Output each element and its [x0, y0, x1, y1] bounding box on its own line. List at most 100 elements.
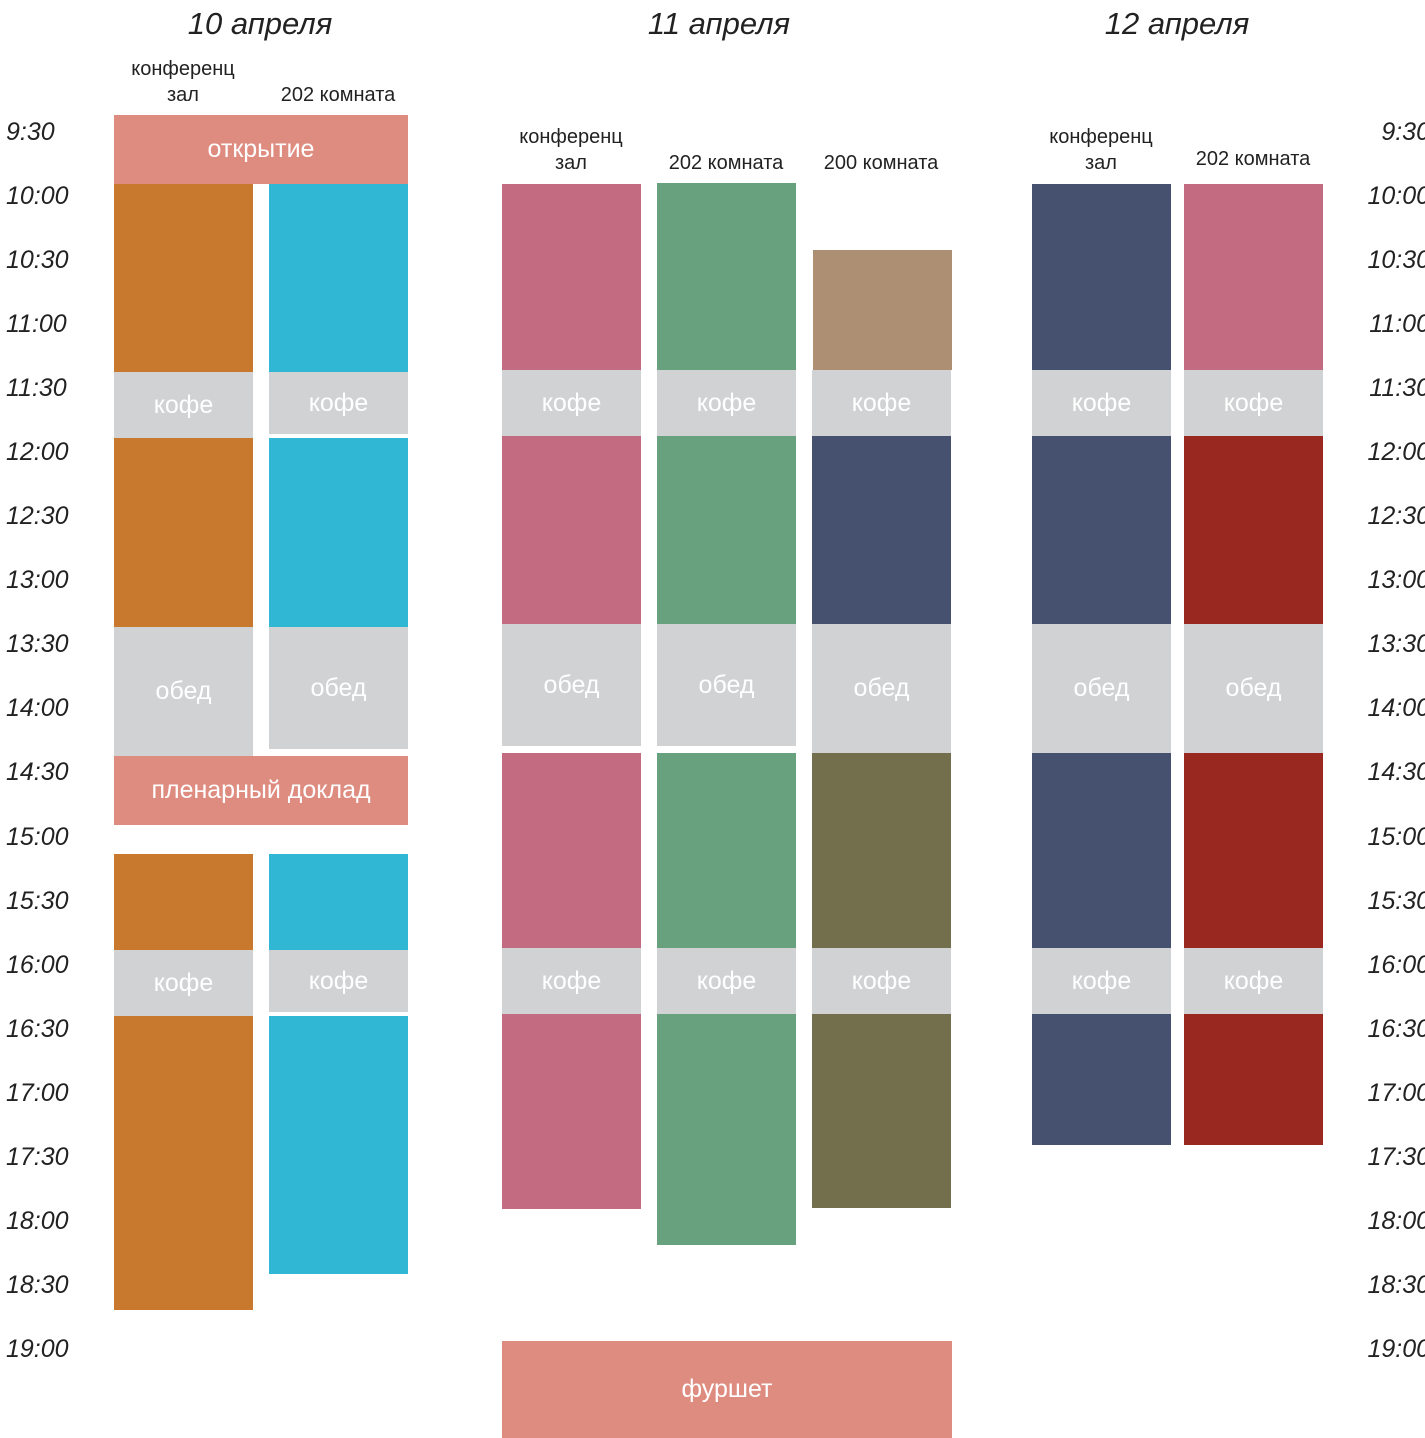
time-label-left: 10:30 — [6, 246, 69, 274]
coffee-break: кофе — [269, 950, 408, 1012]
coffee-break: кофе — [812, 948, 951, 1014]
time-label-right: 18:00 — [1367, 1207, 1425, 1235]
time-label-right: 12:30 — [1367, 502, 1425, 530]
session-block — [657, 753, 796, 948]
session-block — [114, 854, 253, 950]
session-block — [502, 753, 641, 948]
room-header-200-day2: 200 комната — [823, 152, 939, 174]
session-block — [502, 436, 641, 624]
time-label-right: 13:30 — [1367, 630, 1425, 658]
room-header-conf-hall-day2: конференц зал — [519, 126, 623, 174]
coffee-break: кофе — [114, 372, 253, 438]
session-block — [657, 436, 796, 624]
coffee-break: кофе — [502, 370, 641, 436]
coffee-break: кофе — [1184, 370, 1323, 436]
session-block — [1032, 753, 1171, 948]
lunch-break: обед — [502, 624, 641, 746]
session-block — [114, 438, 253, 627]
session-block — [502, 184, 641, 370]
time-label-left: 11:30 — [6, 374, 67, 402]
buffet-event: фуршет — [502, 1341, 952, 1438]
plenary-talk-event: пленарный доклад — [114, 756, 408, 825]
session-block — [269, 854, 408, 950]
session-block — [812, 753, 951, 948]
lunch-break: обед — [114, 627, 253, 756]
time-label-right: 18:30 — [1367, 1271, 1425, 1299]
time-label-left: 12:00 — [6, 438, 69, 466]
time-label-right: 17:30 — [1367, 1143, 1425, 1171]
time-label-right: 17:00 — [1367, 1079, 1425, 1107]
time-label-right: 13:00 — [1367, 566, 1425, 594]
coffee-break: кофе — [657, 370, 796, 436]
time-label-right: 11:30 — [1369, 374, 1425, 402]
session-block — [1184, 753, 1323, 948]
session-block — [114, 184, 253, 372]
time-label-left: 19:00 — [6, 1335, 69, 1363]
session-block — [114, 1016, 253, 1310]
time-label-right: 15:30 — [1367, 887, 1425, 915]
coffee-break: кофе — [812, 370, 951, 436]
coffee-break: кофе — [1032, 370, 1171, 436]
time-label-left: 13:30 — [6, 630, 69, 658]
time-label-left: 12:30 — [6, 502, 69, 530]
room-header-202-day1: 202 комната — [280, 84, 396, 106]
time-label-right: 15:00 — [1367, 823, 1425, 851]
session-block — [269, 1016, 408, 1274]
time-label-left: 16:30 — [6, 1015, 69, 1043]
lunch-break: обед — [1184, 624, 1323, 753]
time-label-right: 12:00 — [1367, 438, 1425, 466]
session-block — [1032, 184, 1171, 370]
coffee-break: кофе — [114, 950, 253, 1016]
time-label-left: 18:30 — [6, 1271, 69, 1299]
day-title-1: 10 апреля — [187, 6, 333, 41]
coffee-break: кофе — [502, 948, 641, 1014]
day-title-2: 11 апреля — [647, 6, 791, 41]
time-label-left: 9:30 — [6, 118, 55, 146]
time-label-right: 10:30 — [1367, 246, 1425, 274]
time-label-right: 9:30 — [1381, 118, 1425, 146]
time-label-left: 14:00 — [6, 694, 69, 722]
time-label-left: 17:30 — [6, 1143, 69, 1171]
lunch-break: обед — [1032, 624, 1171, 753]
time-label-left: 15:00 — [6, 823, 69, 851]
lunch-break: обед — [657, 624, 796, 746]
coffee-break: кофе — [1032, 948, 1171, 1014]
session-block — [657, 183, 796, 370]
coffee-break: кофе — [269, 372, 408, 434]
session-block — [657, 1014, 796, 1245]
day-title-3: 12 апреля — [1104, 6, 1250, 41]
session-block — [269, 438, 408, 627]
session-block — [1032, 436, 1171, 624]
time-label-left: 17:00 — [6, 1079, 69, 1107]
time-label-right: 10:00 — [1367, 182, 1425, 210]
opening-event: открытие — [114, 115, 408, 184]
lunch-break: обед — [269, 627, 408, 749]
session-block — [812, 1014, 951, 1208]
coffee-break: кофе — [1184, 948, 1323, 1014]
session-block — [1184, 184, 1323, 370]
time-label-left: 15:30 — [6, 887, 69, 915]
room-header-conf-hall-day3: конференц зал — [1049, 126, 1153, 174]
time-label-right: 19:00 — [1367, 1335, 1425, 1363]
time-label-left: 10:00 — [6, 182, 69, 210]
session-block — [812, 436, 951, 624]
room-header-202-day3: 202 комната — [1195, 148, 1311, 170]
time-label-right: 14:00 — [1367, 694, 1425, 722]
time-label-right: 16:00 — [1367, 951, 1425, 979]
time-label-right: 16:30 — [1367, 1015, 1425, 1043]
time-label-right: 11:00 — [1369, 310, 1425, 338]
time-label-left: 11:00 — [6, 310, 67, 338]
time-label-right: 14:30 — [1367, 758, 1425, 786]
lunch-break: обед — [812, 624, 951, 753]
time-label-left: 13:00 — [6, 566, 69, 594]
session-block — [813, 250, 952, 370]
room-header-conf-hall-day1: конференц зал — [131, 58, 235, 106]
session-block — [502, 1014, 641, 1209]
room-header-202-day2: 202 комната — [668, 152, 784, 174]
time-label-left: 16:00 — [6, 951, 69, 979]
session-block — [1184, 1014, 1323, 1145]
coffee-break: кофе — [657, 948, 796, 1014]
session-block — [269, 184, 408, 372]
session-block — [1184, 436, 1323, 624]
time-label-left: 14:30 — [6, 758, 69, 786]
